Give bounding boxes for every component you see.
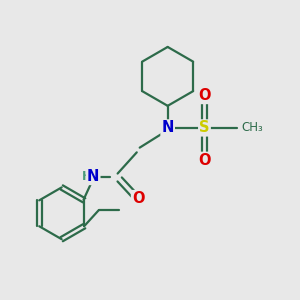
Text: O: O bbox=[198, 88, 211, 103]
Text: O: O bbox=[198, 153, 211, 168]
Text: H: H bbox=[82, 170, 92, 183]
Text: O: O bbox=[132, 191, 145, 206]
Text: S: S bbox=[199, 120, 210, 135]
Text: N: N bbox=[161, 120, 174, 135]
Text: CH₃: CH₃ bbox=[241, 122, 263, 134]
Text: N: N bbox=[87, 169, 99, 184]
